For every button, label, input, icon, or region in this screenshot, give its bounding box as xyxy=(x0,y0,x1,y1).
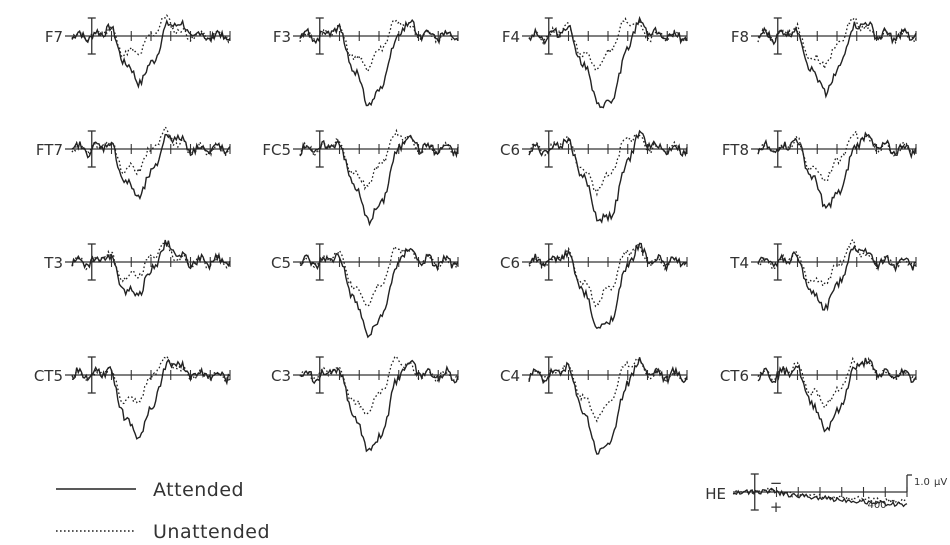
attended-trace xyxy=(757,21,917,99)
channel-panel: F4 xyxy=(502,15,688,109)
unattended-trace xyxy=(757,129,917,182)
channel-label: FT8 xyxy=(722,141,749,159)
attended-trace xyxy=(71,18,231,90)
he-unattended-trace xyxy=(732,487,908,505)
attended-trace xyxy=(757,244,917,312)
channel-label: FC5 xyxy=(262,141,291,159)
channel-label: C6 xyxy=(500,254,520,272)
he-minus-sign: − xyxy=(770,474,783,492)
legend-attended-label: Attended xyxy=(153,479,244,501)
attended-trace xyxy=(528,129,688,224)
channel-label: C6 xyxy=(500,141,520,159)
channel-label: CT6 xyxy=(720,367,749,385)
channel-label: FT7 xyxy=(36,141,63,159)
channel-label: F8 xyxy=(731,28,749,46)
attended-trace xyxy=(757,357,917,433)
unattended-trace xyxy=(299,245,459,307)
channel-panel: CT5 xyxy=(34,355,231,440)
unattended-trace xyxy=(528,17,688,72)
channel-panel: T4 xyxy=(729,238,917,312)
channel-panel: C5 xyxy=(271,243,459,339)
attended-trace xyxy=(299,247,459,339)
attended-trace xyxy=(299,134,459,227)
unattended-trace xyxy=(528,243,688,308)
unattended-trace xyxy=(299,355,459,416)
channel-label: T3 xyxy=(43,254,63,272)
channel-panel: FT8 xyxy=(722,129,917,210)
unattended-trace xyxy=(757,356,917,409)
attended-trace xyxy=(71,358,231,440)
attended-trace xyxy=(528,357,688,455)
amplitude-scale-unit: µV xyxy=(934,477,947,488)
channel-label: F3 xyxy=(273,28,291,46)
attended-trace xyxy=(528,242,688,330)
unattended-trace xyxy=(528,132,688,197)
channel-panel: CT6 xyxy=(720,356,917,433)
channel-panel: C3 xyxy=(271,355,459,453)
channel-panels: F7 F3 F4 F8 FT7 FC5 C6 FT8 T3 C5 C6 T4 CT5 C3 C4 CT6 xyxy=(34,14,917,455)
attended-trace xyxy=(71,239,231,298)
channel-panel: F8 xyxy=(731,16,917,99)
channel-label: C4 xyxy=(500,367,520,385)
legend: Attended Unattended xyxy=(56,479,270,543)
unattended-trace xyxy=(757,16,917,72)
channel-panel: C4 xyxy=(500,356,688,455)
attended-trace xyxy=(757,131,917,210)
he-plus-sign: + xyxy=(770,498,783,516)
attended-trace xyxy=(299,359,459,453)
legend-unattended-label: Unattended xyxy=(153,521,270,543)
channel-panel: C6 xyxy=(500,129,688,224)
channel-label: C5 xyxy=(271,254,291,272)
time-scale-label: 400 xyxy=(867,500,886,511)
channel-panel: F7 xyxy=(45,14,231,90)
channel-panel: FC5 xyxy=(262,128,459,227)
attended-trace xyxy=(528,15,688,109)
amplitude-scale-value: 1.0 xyxy=(914,477,930,488)
unattended-trace xyxy=(528,357,688,423)
attended-trace xyxy=(71,133,231,201)
channel-panel: F3 xyxy=(273,17,459,107)
channel-panel: T3 xyxy=(43,239,231,298)
channel-label: C3 xyxy=(271,367,291,385)
he-label: HE xyxy=(705,485,726,503)
channel-label: F4 xyxy=(502,28,520,46)
channel-label: CT5 xyxy=(34,367,63,385)
channel-panel: FT7 xyxy=(36,125,231,201)
unattended-trace xyxy=(299,128,459,191)
he-panel: HE − + 400 1.0 µV xyxy=(705,473,947,516)
unattended-trace xyxy=(299,19,459,73)
channel-panel: C6 xyxy=(500,242,688,330)
channel-label: T4 xyxy=(729,254,749,272)
attended-trace xyxy=(299,19,459,107)
channel-label: F7 xyxy=(45,28,63,46)
